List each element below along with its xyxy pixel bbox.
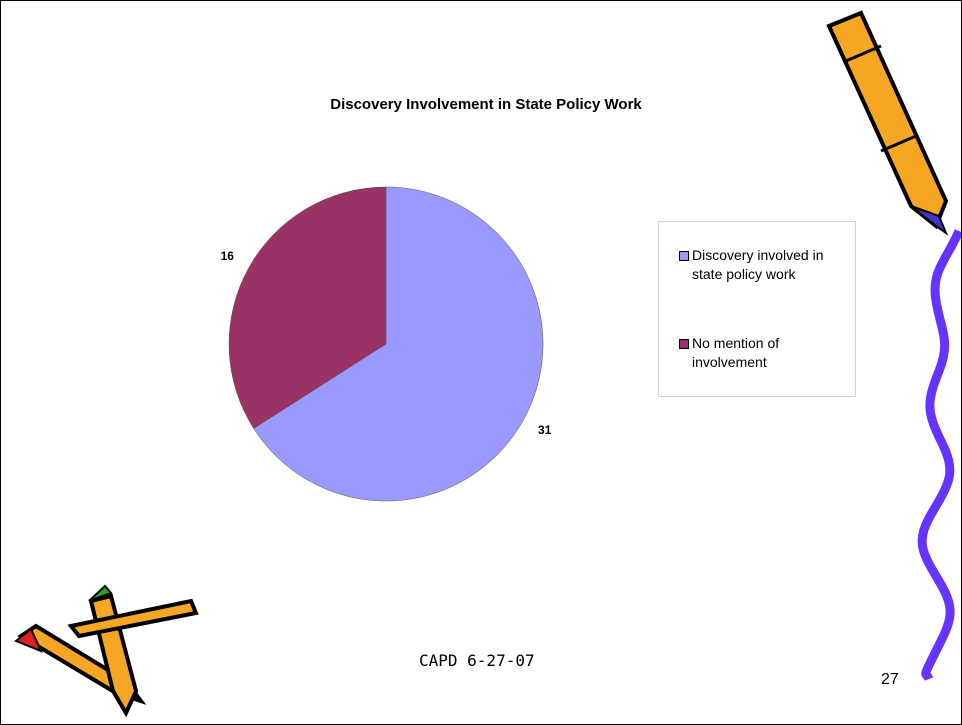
footer: CAPD 6-27-07: [419, 651, 535, 670]
legend-label: No mention of involvement: [692, 335, 780, 370]
legend-swatch: [679, 339, 689, 349]
legend-swatch: [679, 251, 689, 261]
page-number: 27: [881, 671, 899, 688]
pencils-decoration: [14, 584, 199, 718]
pie-slice: [228, 186, 387, 429]
legend-label: Discovery involved in state policy work: [692, 247, 824, 282]
decorative-line: [917, 229, 961, 682]
data-label: 16: [221, 249, 235, 263]
legend-entry: No mention of involvement: [679, 334, 849, 372]
pencil-decoration: [826, 10, 949, 236]
data-label: 31: [538, 423, 552, 437]
legend: Discovery involved in state policy work N…: [658, 221, 856, 397]
legend-entry: Discovery involved in state policy work: [679, 246, 849, 284]
chart-title: Discovery Involvement in State Policy Wo…: [330, 96, 642, 113]
pie-slice: [253, 186, 544, 502]
